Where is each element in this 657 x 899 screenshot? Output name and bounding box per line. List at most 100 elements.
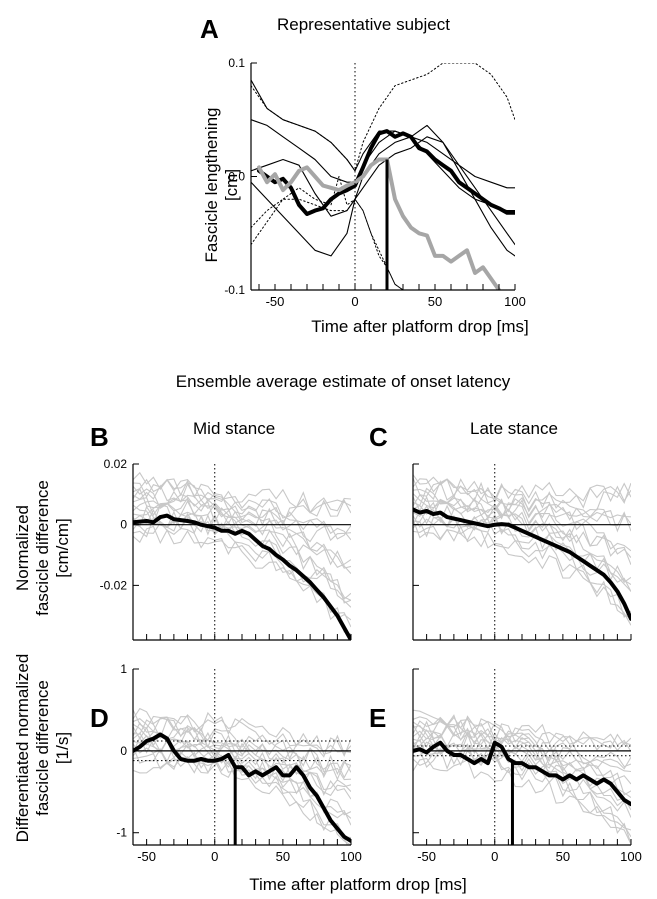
- panel-d-y-tick-label: 1: [120, 662, 127, 676]
- panel-a-series-thick-black-8: [257, 129, 515, 216]
- panel-a-letter: A: [200, 14, 219, 44]
- panel-b-plot-area: [133, 464, 351, 640]
- panel-b-series-group: [133, 471, 351, 640]
- panel-e-x-tick-label: 0: [491, 849, 498, 864]
- panel-b-title: Mid stance: [193, 419, 275, 438]
- panel-c-trial-line-10: [413, 494, 631, 566]
- panel-d-axes: -50 0 50 100 1 0 -1: [116, 662, 362, 864]
- panel-d-x-tick-label: 100: [340, 849, 362, 864]
- panel-c-trial-line-15: [413, 478, 631, 552]
- panel-b: B Mid stance 0.02 0 -0.02: [90, 419, 352, 641]
- panel-a-ylabel-line-1: Fascicle lengthening: [202, 108, 221, 263]
- panel-b-trial-line-13: [133, 482, 351, 514]
- panel-b-letter: B: [90, 422, 109, 452]
- section-title: Ensemble average estimate of onset laten…: [176, 372, 511, 391]
- panel-a-x-tick-label: 0: [351, 294, 358, 309]
- panel-d-ylabel-line-1: Differentiated normalized: [13, 654, 32, 843]
- panel-a-x-tick-label: 50: [428, 294, 442, 309]
- panel-e-axes: -50 0 50 100: [412, 668, 642, 864]
- panel-c-trial-line-7: [413, 501, 631, 619]
- panel-b-trial-line-10: [133, 497, 351, 574]
- panel-a-title: Representative subject: [277, 15, 450, 34]
- panel-e-trial-line-5: [413, 739, 631, 818]
- panel-a-series-dotted-5: [251, 63, 515, 172]
- panel-d-y-tick-label: 0: [120, 744, 127, 758]
- bottom-xlabel: Time after platform drop [ms]: [249, 875, 467, 894]
- panel-c-trial-line-9: [413, 495, 631, 533]
- panel-d-trial-line-10: [133, 726, 351, 755]
- panel-e-trial-line-1: [413, 757, 631, 845]
- panel-e-plot-area: [413, 669, 631, 845]
- panel-d: D -50 0 50 100 1 0 -1: [90, 662, 362, 864]
- panel-a: A Representative subject Fascicle length…: [200, 14, 529, 336]
- panel-d-ylabel-line-2: fascicle difference: [33, 680, 52, 816]
- panel-b-y-tick-label: -0.02: [100, 578, 128, 592]
- panel-e-trial-line-8: [413, 731, 631, 770]
- panel-c-mean-line: [413, 507, 631, 621]
- panel-d-trial-line-11: [133, 721, 351, 781]
- panel-a-x-tick-label: -50: [266, 294, 285, 309]
- panel-a-plot-area: [251, 63, 515, 290]
- panel-c-plot-area: [413, 464, 631, 640]
- panel-e-trial-line-10: [413, 724, 631, 807]
- panel-d-trial-line-15: [133, 709, 351, 754]
- panel-c-trial-line-12: [413, 487, 631, 626]
- panel-c-trial-line-16: [413, 474, 631, 592]
- panel-a-series-thick-gray-9: [257, 157, 501, 290]
- panel-c-axes: [412, 463, 632, 641]
- panel-c-trial-line-5: [413, 509, 631, 558]
- panel-d-trial-line-5: [133, 737, 351, 763]
- panel-b-trial-line-8: [133, 498, 351, 519]
- panel-b-ylabel-line-1: Normalized: [13, 505, 32, 591]
- panel-c-trial-line-1: [413, 525, 631, 592]
- panel-e-mean-line: [413, 740, 631, 807]
- panel-a-series-thin-3: [251, 136, 515, 257]
- panel-e-series-group: [413, 709, 631, 845]
- panel-b-y-tick-label: 0.02: [104, 457, 128, 471]
- panel-d-ylabel-line-3: [1/s]: [53, 732, 72, 764]
- panel-c-trial-line-2: [413, 518, 631, 618]
- panel-e-x-tick-label: -50: [417, 849, 436, 864]
- panel-a-y-tick-label: -0.1: [224, 283, 245, 297]
- panel-c-trial-line-14: [413, 477, 631, 532]
- panel-b-ylabel-line-2: fascicle difference: [33, 480, 52, 616]
- panel-c-trial-line-13: [413, 479, 631, 504]
- panel-b-trial-line-6: [133, 505, 351, 608]
- panel-e-trial-line-16: [413, 716, 631, 844]
- panel-d-mean-line: [133, 732, 351, 843]
- panel-e-trial-line-14: [413, 714, 631, 799]
- panel-e-trial-line-15: [413, 709, 631, 811]
- panel-d-plot-area: [133, 669, 351, 845]
- panel-c: C Late stance: [369, 419, 632, 641]
- panel-d-x-tick-label: -50: [137, 849, 156, 864]
- panel-b-mean-line: [133, 513, 351, 640]
- panel-e-letter: E: [369, 703, 386, 733]
- panel-a-series-dotted-7: [251, 198, 404, 290]
- panel-b-y-tick-label: 0: [120, 518, 127, 532]
- panel-d-y-tick-label: -1: [116, 826, 127, 840]
- panel-b-trial-line-11: [133, 487, 351, 600]
- panel-b-trial-line-2: [133, 522, 351, 621]
- panel-c-title: Late stance: [470, 419, 558, 438]
- panel-a-axes: -50 0 50 100 -0.1 0.0 0.1: [224, 56, 526, 309]
- panel-e-trial-line-12: [413, 719, 631, 752]
- panel-d-letter: D: [90, 703, 109, 733]
- panel-c-trial-line-6: [413, 505, 631, 583]
- panel-e-trial-line-9: [413, 729, 631, 796]
- panel-e: E -50 0 50 100: [369, 668, 642, 864]
- panel-c-series-group: [413, 474, 631, 626]
- panel-b-ylabel-line-3: [cm/cm]: [53, 518, 72, 578]
- panel-b-trial-line-1: [133, 525, 351, 604]
- panel-c-trial-line-8: [413, 482, 631, 517]
- panel-d-trial-line-16: [133, 707, 351, 779]
- panel-c-letter: C: [369, 422, 388, 452]
- panel-a-x-tick-label: 100: [504, 294, 526, 309]
- panel-a-series-group: [251, 63, 515, 290]
- panel-b-trial-line-9: [133, 496, 351, 542]
- panel-e-x-tick-label: 50: [556, 849, 570, 864]
- panel-a-y-tick-label: 0.1: [228, 56, 245, 70]
- panel-d-x-tick-label: 0: [211, 849, 218, 864]
- panel-a-y-tick-label: 0.0: [228, 170, 245, 184]
- panel-a-series-thin-4: [251, 124, 515, 257]
